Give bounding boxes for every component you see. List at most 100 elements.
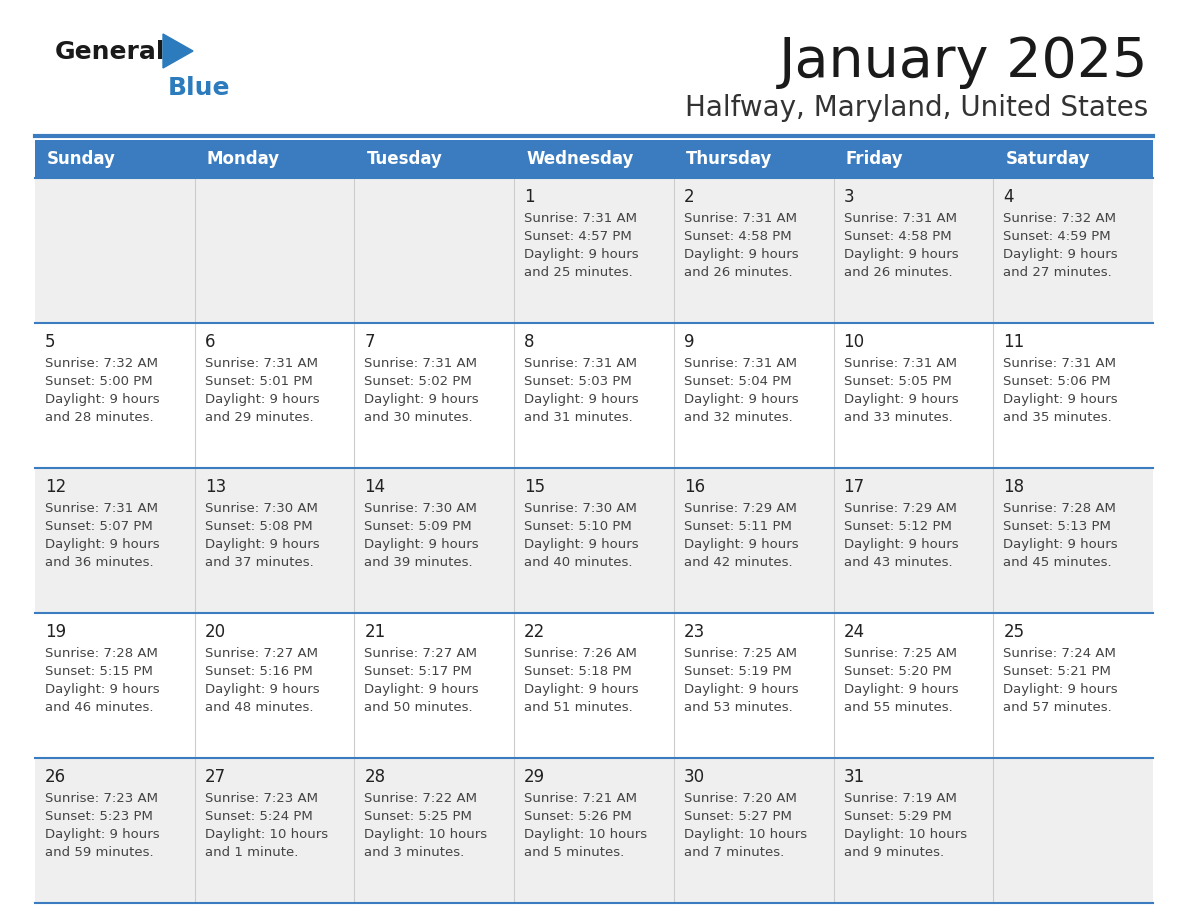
Text: 12: 12 — [45, 478, 67, 496]
Text: Sunrise: 7:24 AM: Sunrise: 7:24 AM — [1004, 647, 1117, 660]
Text: Sunset: 5:23 PM: Sunset: 5:23 PM — [45, 810, 153, 823]
Text: Sunset: 5:17 PM: Sunset: 5:17 PM — [365, 665, 473, 678]
Text: Daylight: 9 hours: Daylight: 9 hours — [524, 248, 639, 261]
Text: Sunrise: 7:26 AM: Sunrise: 7:26 AM — [524, 647, 637, 660]
Text: Daylight: 9 hours: Daylight: 9 hours — [204, 393, 320, 406]
Text: Daylight: 9 hours: Daylight: 9 hours — [45, 683, 159, 696]
Text: Sunset: 4:57 PM: Sunset: 4:57 PM — [524, 230, 632, 243]
Text: Sunday: Sunday — [48, 150, 116, 168]
Text: Sunrise: 7:32 AM: Sunrise: 7:32 AM — [1004, 212, 1117, 225]
Text: Daylight: 9 hours: Daylight: 9 hours — [684, 683, 798, 696]
Text: 18: 18 — [1004, 478, 1024, 496]
Text: Blue: Blue — [168, 76, 230, 100]
Bar — [34, 178, 1154, 323]
Text: Daylight: 9 hours: Daylight: 9 hours — [204, 538, 320, 551]
Text: 24: 24 — [843, 623, 865, 641]
Text: Sunrise: 7:31 AM: Sunrise: 7:31 AM — [524, 357, 637, 370]
Text: Thursday: Thursday — [685, 150, 772, 168]
Text: Daylight: 10 hours: Daylight: 10 hours — [684, 828, 807, 841]
Text: Sunrise: 7:27 AM: Sunrise: 7:27 AM — [365, 647, 478, 660]
Text: Daylight: 9 hours: Daylight: 9 hours — [843, 248, 959, 261]
Text: Sunset: 5:25 PM: Sunset: 5:25 PM — [365, 810, 473, 823]
Text: and 7 minutes.: and 7 minutes. — [684, 846, 784, 859]
Text: Daylight: 9 hours: Daylight: 9 hours — [45, 828, 159, 841]
Text: Sunset: 5:04 PM: Sunset: 5:04 PM — [684, 375, 791, 388]
Text: Sunset: 4:58 PM: Sunset: 4:58 PM — [684, 230, 791, 243]
Text: 3: 3 — [843, 188, 854, 206]
Text: Sunrise: 7:30 AM: Sunrise: 7:30 AM — [204, 502, 317, 515]
Text: Sunset: 5:24 PM: Sunset: 5:24 PM — [204, 810, 312, 823]
Text: Sunrise: 7:23 AM: Sunrise: 7:23 AM — [45, 792, 158, 805]
Text: and 1 minute.: and 1 minute. — [204, 846, 298, 859]
Text: 26: 26 — [45, 768, 67, 786]
Text: Tuesday: Tuesday — [366, 150, 442, 168]
Text: Sunrise: 7:31 AM: Sunrise: 7:31 AM — [365, 357, 478, 370]
Text: Sunrise: 7:29 AM: Sunrise: 7:29 AM — [684, 502, 797, 515]
Text: and 55 minutes.: and 55 minutes. — [843, 701, 953, 714]
Text: Sunset: 5:18 PM: Sunset: 5:18 PM — [524, 665, 632, 678]
Text: 4: 4 — [1004, 188, 1013, 206]
Text: Sunset: 5:12 PM: Sunset: 5:12 PM — [843, 520, 952, 533]
Text: and 3 minutes.: and 3 minutes. — [365, 846, 465, 859]
Text: 2: 2 — [684, 188, 695, 206]
Bar — [34, 323, 1154, 468]
Text: 9: 9 — [684, 333, 694, 351]
Bar — [34, 140, 1154, 178]
Text: Daylight: 9 hours: Daylight: 9 hours — [843, 393, 959, 406]
Bar — [34, 613, 1154, 758]
Text: Sunset: 5:16 PM: Sunset: 5:16 PM — [204, 665, 312, 678]
Text: and 45 minutes.: and 45 minutes. — [1004, 556, 1112, 569]
Text: and 26 minutes.: and 26 minutes. — [843, 266, 953, 279]
Text: 6: 6 — [204, 333, 215, 351]
Text: Daylight: 9 hours: Daylight: 9 hours — [204, 683, 320, 696]
Text: 17: 17 — [843, 478, 865, 496]
Text: Sunset: 5:15 PM: Sunset: 5:15 PM — [45, 665, 153, 678]
Text: Daylight: 9 hours: Daylight: 9 hours — [524, 393, 639, 406]
Text: and 32 minutes.: and 32 minutes. — [684, 411, 792, 424]
Text: and 35 minutes.: and 35 minutes. — [1004, 411, 1112, 424]
Text: Sunrise: 7:21 AM: Sunrise: 7:21 AM — [524, 792, 637, 805]
Text: Sunset: 5:21 PM: Sunset: 5:21 PM — [1004, 665, 1111, 678]
Text: Daylight: 9 hours: Daylight: 9 hours — [1004, 248, 1118, 261]
Text: Sunset: 5:29 PM: Sunset: 5:29 PM — [843, 810, 952, 823]
Text: 16: 16 — [684, 478, 704, 496]
Text: Sunset: 4:58 PM: Sunset: 4:58 PM — [843, 230, 952, 243]
Text: 28: 28 — [365, 768, 386, 786]
Text: 13: 13 — [204, 478, 226, 496]
Text: Daylight: 9 hours: Daylight: 9 hours — [1004, 393, 1118, 406]
Text: Sunrise: 7:30 AM: Sunrise: 7:30 AM — [365, 502, 478, 515]
Text: and 29 minutes.: and 29 minutes. — [204, 411, 314, 424]
Text: 8: 8 — [524, 333, 535, 351]
Text: Daylight: 9 hours: Daylight: 9 hours — [365, 538, 479, 551]
Text: January 2025: January 2025 — [778, 35, 1148, 89]
Text: Sunrise: 7:22 AM: Sunrise: 7:22 AM — [365, 792, 478, 805]
Text: Wednesday: Wednesday — [526, 150, 633, 168]
Text: Sunrise: 7:27 AM: Sunrise: 7:27 AM — [204, 647, 317, 660]
Bar — [34, 758, 1154, 903]
Text: 22: 22 — [524, 623, 545, 641]
Text: Sunrise: 7:30 AM: Sunrise: 7:30 AM — [524, 502, 637, 515]
Text: Sunrise: 7:31 AM: Sunrise: 7:31 AM — [684, 357, 797, 370]
Text: Sunrise: 7:28 AM: Sunrise: 7:28 AM — [45, 647, 158, 660]
Text: 25: 25 — [1004, 623, 1024, 641]
Text: Daylight: 9 hours: Daylight: 9 hours — [524, 538, 639, 551]
Text: 11: 11 — [1004, 333, 1024, 351]
Text: Daylight: 9 hours: Daylight: 9 hours — [1004, 683, 1118, 696]
Text: and 26 minutes.: and 26 minutes. — [684, 266, 792, 279]
Text: Monday: Monday — [207, 150, 280, 168]
Text: Sunrise: 7:31 AM: Sunrise: 7:31 AM — [204, 357, 317, 370]
Text: Sunrise: 7:31 AM: Sunrise: 7:31 AM — [1004, 357, 1117, 370]
Text: Daylight: 10 hours: Daylight: 10 hours — [204, 828, 328, 841]
Text: and 57 minutes.: and 57 minutes. — [1004, 701, 1112, 714]
Text: 1: 1 — [524, 188, 535, 206]
Text: Sunrise: 7:32 AM: Sunrise: 7:32 AM — [45, 357, 158, 370]
Text: Sunrise: 7:31 AM: Sunrise: 7:31 AM — [843, 212, 956, 225]
Bar — [34, 468, 1154, 613]
Text: and 36 minutes.: and 36 minutes. — [45, 556, 153, 569]
Text: 29: 29 — [524, 768, 545, 786]
Text: Sunset: 5:20 PM: Sunset: 5:20 PM — [843, 665, 952, 678]
Text: Sunset: 5:10 PM: Sunset: 5:10 PM — [524, 520, 632, 533]
Text: and 30 minutes.: and 30 minutes. — [365, 411, 473, 424]
Text: and 31 minutes.: and 31 minutes. — [524, 411, 633, 424]
Text: Sunrise: 7:31 AM: Sunrise: 7:31 AM — [524, 212, 637, 225]
